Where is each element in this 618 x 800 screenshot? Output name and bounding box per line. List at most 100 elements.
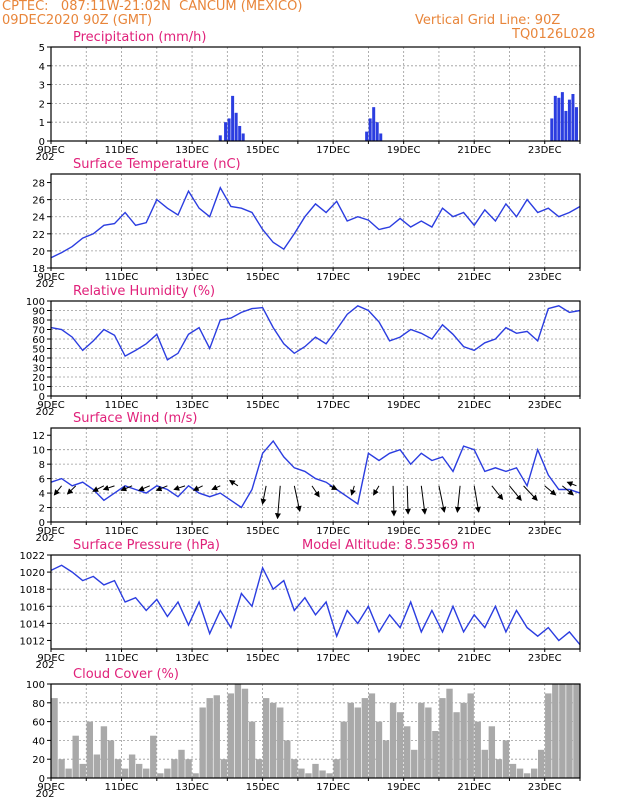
wind-arrow: [138, 485, 150, 492]
cloud-bar: [530, 768, 538, 778]
cloud-bar: [128, 754, 136, 778]
wind-arrow: [473, 485, 481, 513]
temp-line: [50, 186, 581, 259]
wind-arrow: [66, 485, 77, 495]
x-tick-label: 23DEC: [528, 653, 562, 664]
x-tick-label: 21DEC: [457, 526, 491, 537]
cloud-bar: [65, 768, 72, 778]
cloud-bar: [460, 702, 467, 778]
precip-bar: [375, 122, 379, 141]
cloud-bar: [319, 770, 326, 778]
panel-frame: [50, 427, 581, 523]
cloud-bar: [213, 695, 220, 778]
header-date-line: 09DEC2020 90Z (GMT): [2, 13, 153, 28]
cloud-bar: [192, 773, 199, 778]
x-tick-label: 23DEC: [528, 272, 562, 283]
cloud-title: Cloud Cover (%): [73, 667, 179, 682]
wind-arrow: [523, 485, 538, 501]
wind-arrow: [404, 485, 411, 515]
wind-arrow: [390, 485, 397, 517]
temp-title: Surface Temperature (nC): [73, 157, 241, 172]
panel-frame: [50, 46, 581, 142]
precip-bar: [372, 107, 376, 141]
year-label: 202: [35, 789, 54, 800]
wind-arrow: [293, 485, 302, 513]
cloud-bar: [396, 712, 404, 778]
precip-bar: [553, 95, 557, 141]
wind-arrow: [102, 485, 115, 491]
cloud-bar: [114, 759, 122, 778]
cloud-bar: [157, 773, 164, 778]
cloud-bar: [502, 740, 510, 778]
y-tick-label: 60: [32, 718, 45, 729]
wind-arrow: [274, 485, 281, 520]
cloud-bar: [206, 698, 213, 778]
cloud-bar: [453, 712, 460, 778]
cloud-bar: [79, 763, 86, 778]
cloud-bar: [298, 768, 305, 778]
panel-frame: [50, 683, 581, 779]
cloud-bar: [51, 698, 58, 778]
year-label: 202: [35, 407, 54, 418]
x-tick-label: 9DEC: [37, 400, 64, 411]
wind-arrow: [311, 485, 320, 498]
y-tick-label: 1018: [20, 585, 45, 596]
header-model-id: TQ0126L028: [512, 27, 596, 42]
x-tick-label: 13DEC: [175, 782, 209, 793]
y-tick-label: 50: [32, 345, 45, 356]
wind-arrow: [173, 485, 186, 491]
precip-bar: [567, 99, 571, 141]
y-tick-label: 18: [32, 264, 45, 275]
precip-bar: [550, 118, 554, 141]
x-tick-label: 15DEC: [246, 526, 280, 537]
cloud-bar: [241, 688, 249, 778]
wind-arrow: [350, 485, 356, 496]
precip-bar: [241, 133, 245, 141]
x-tick-label: 17DEC: [316, 400, 350, 411]
panel-pressure: 1012 1014 1016 1018 1020 1022 9DEC 11DEC 13DEC 15…: [20, 538, 581, 671]
y-tick-label: 0: [39, 774, 45, 785]
y-tick-label: 22: [32, 230, 45, 241]
header-grid-line-note: Vertical Grid Line: 90Z: [415, 13, 561, 28]
cloud-bar: [107, 740, 115, 778]
cloud-bar: [411, 749, 418, 778]
x-tick-label: 13DEC: [175, 526, 209, 537]
y-tick-label: 100: [26, 680, 45, 691]
y-tick-label: 1014: [20, 619, 45, 630]
cloud-bar: [227, 693, 235, 778]
year-label: 202: [35, 660, 54, 671]
cloud-bar: [509, 763, 517, 778]
cloud-bar: [262, 698, 270, 778]
x-tick-label: 19DEC: [387, 782, 421, 793]
cloud-bar: [269, 702, 277, 778]
y-tick-label: 40: [32, 354, 45, 365]
y-tick-label: 0: [39, 518, 45, 529]
x-tick-label: 13DEC: [175, 272, 209, 283]
y-tick-label: 5: [39, 43, 45, 54]
precip-bar: [365, 131, 369, 141]
y-tick-label: 2: [39, 504, 45, 515]
cloud-bar: [446, 688, 453, 778]
x-tick-label: 21DEC: [457, 782, 491, 793]
cloud-bar: [488, 726, 496, 778]
x-tick-label: 9DEC: [37, 653, 64, 664]
precip-bar: [238, 125, 242, 141]
wind-arrow: [192, 485, 203, 491]
y-tick-label: 60: [32, 335, 45, 346]
year-label: 202: [35, 152, 54, 163]
x-tick-label: 19DEC: [387, 145, 421, 156]
x-tick-label: 11DEC: [105, 272, 139, 283]
precip-bar: [224, 122, 228, 141]
precip-bar: [557, 97, 561, 141]
cloud-bar: [255, 759, 263, 778]
y-tick-label: 20: [32, 755, 45, 766]
wind-arrow: [420, 485, 428, 515]
wind-arrow: [438, 485, 447, 513]
x-tick-label: 17DEC: [316, 782, 350, 793]
wind-arrow: [491, 485, 504, 501]
x-tick-label: 9DEC: [37, 782, 64, 793]
x-tick-label: 19DEC: [387, 526, 421, 537]
x-tick-label: 21DEC: [457, 272, 491, 283]
cloud-bar: [382, 740, 390, 778]
y-tick-label: 1016: [20, 602, 45, 613]
